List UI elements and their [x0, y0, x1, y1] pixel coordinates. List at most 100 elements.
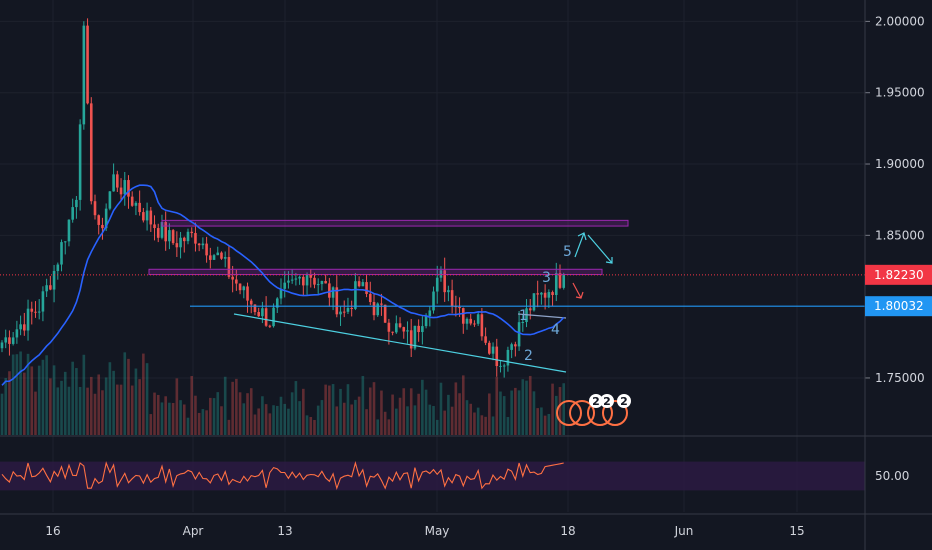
candle-body — [231, 276, 234, 280]
candle-body — [160, 222, 164, 238]
candle-body — [302, 276, 305, 286]
volume-bar — [272, 405, 275, 435]
candle-body — [201, 243, 205, 246]
candle-body — [320, 281, 324, 285]
volume-bar — [350, 404, 353, 435]
wave-label-3: 3 — [542, 270, 551, 286]
candle-body — [417, 325, 420, 333]
volume-bar — [473, 412, 476, 435]
candle-body — [119, 187, 123, 195]
candle-body — [502, 365, 506, 367]
candle-body — [182, 237, 186, 242]
candle-body — [97, 215, 101, 225]
volume-bar — [41, 359, 45, 435]
volume-bar — [201, 409, 205, 435]
volume-bar — [212, 398, 216, 435]
volume-bar — [231, 381, 234, 435]
candle-body — [495, 346, 499, 366]
volume-bar — [328, 385, 331, 435]
candle-body — [212, 255, 216, 260]
trend-lines[interactable] — [0, 232, 932, 373]
volume-bar — [365, 409, 368, 435]
candle-body — [309, 275, 313, 278]
volume-bar — [123, 352, 127, 435]
volume-bar — [175, 378, 179, 435]
wave-label-5: 5 — [563, 244, 572, 260]
volume-bar — [168, 402, 171, 435]
volume-bar — [558, 387, 562, 435]
candle-body — [398, 323, 402, 328]
candle-body — [476, 314, 480, 324]
candles[interactable] — [0, 18, 566, 378]
volume-bar — [398, 397, 402, 435]
ma-line — [1, 184, 565, 386]
candle-body — [491, 346, 495, 354]
candle-body — [331, 287, 335, 298]
candle-body — [145, 210, 149, 221]
last-price-tag-bg — [865, 264, 932, 285]
rsi-tick-label: 50.00 — [875, 469, 909, 483]
x-tick-label: Jun — [674, 524, 694, 538]
volume-bar — [324, 384, 327, 435]
candle-body — [290, 279, 294, 281]
candle-body — [216, 252, 220, 256]
volume-bar — [406, 406, 409, 435]
event-badge — [600, 394, 614, 408]
event-badge — [589, 394, 603, 408]
volume-bar — [49, 378, 52, 435]
candle-body — [313, 277, 316, 285]
volume-bar — [264, 404, 268, 435]
candle-body — [19, 324, 22, 330]
candle-body — [89, 103, 93, 202]
candle-body — [517, 322, 521, 347]
candle-body — [357, 281, 361, 287]
candle-body — [521, 322, 525, 324]
resistance-box-lower — [148, 268, 603, 276]
volume-bar — [346, 384, 350, 435]
volume-bar — [521, 379, 525, 435]
price-tags: 1.82230 1.80032 — [865, 264, 932, 317]
rsi-panel[interactable] — [0, 460, 865, 491]
volume-bar — [395, 408, 398, 435]
volume-bar — [249, 388, 253, 435]
moving-average — [1, 184, 565, 386]
volume-bar — [357, 396, 361, 435]
volume-bar — [435, 419, 439, 435]
volume-bar — [34, 391, 37, 435]
candle-body — [264, 308, 268, 326]
candle-body — [171, 230, 175, 244]
volume-bar — [290, 392, 294, 435]
volume-bar — [305, 415, 309, 435]
candle-body — [63, 241, 67, 243]
candle-body — [49, 285, 52, 290]
candle-body — [101, 224, 104, 229]
candle-body — [402, 327, 406, 332]
candle-body — [52, 271, 56, 290]
candle-body — [220, 252, 223, 259]
candle-body — [8, 337, 11, 344]
candle-body — [186, 231, 190, 242]
volume-bar — [71, 361, 74, 435]
volume-bar — [82, 354, 86, 435]
red-arrow — [572, 282, 584, 299]
volume-bar — [220, 406, 223, 435]
volume-bar — [223, 376, 227, 435]
volume-bar — [149, 414, 153, 435]
candle-body — [294, 278, 298, 280]
x-tick-label: 18 — [560, 524, 575, 538]
y-tick-label: 2.00000 — [875, 14, 925, 28]
volume-bar — [316, 405, 320, 435]
volume-bar — [469, 403, 473, 435]
volume-bar — [194, 395, 197, 435]
candle-body — [547, 292, 551, 298]
candle-body — [246, 286, 249, 301]
volume-bar — [142, 353, 145, 435]
candle-body — [138, 202, 141, 213]
candle-body — [134, 202, 138, 206]
volume-bar — [417, 393, 420, 435]
candle-body — [387, 322, 391, 332]
volume-bar — [510, 390, 513, 435]
